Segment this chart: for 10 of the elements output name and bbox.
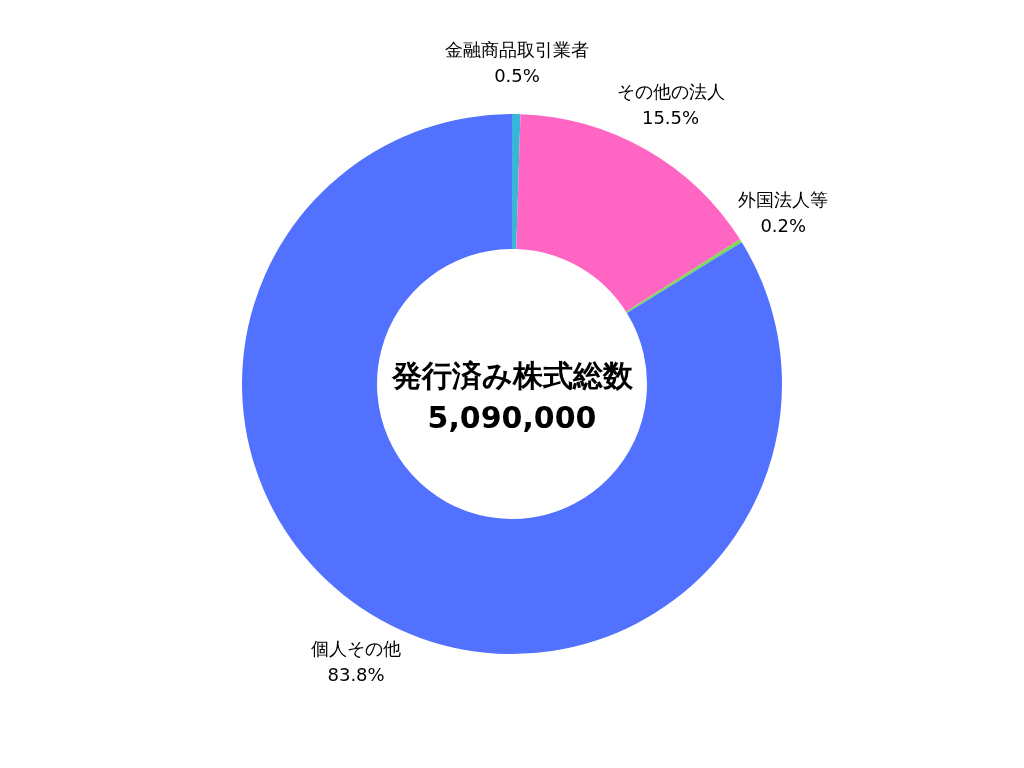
data-label: 83.8% <box>327 664 385 686</box>
slice-label: その他の法人 <box>616 80 725 102</box>
data-label: 0.5% <box>494 64 540 86</box>
data-label: 0.2% <box>760 214 807 236</box>
text: 発行済み株式総数 <box>390 357 634 393</box>
text: 5,090,000 <box>427 399 597 435</box>
slice-label: 金融商品取引業者 <box>445 38 590 60</box>
slice-label: 個人その他 <box>311 638 402 660</box>
slice-label: 外国法人等 <box>738 188 829 210</box>
data-label: 15.5% <box>641 106 700 128</box>
